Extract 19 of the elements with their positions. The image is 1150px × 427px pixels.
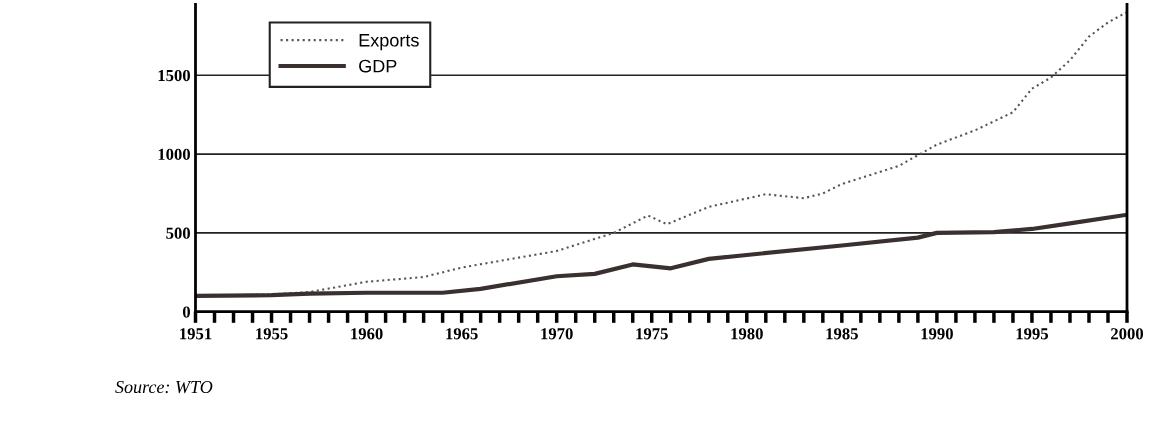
y-tick-label: 1500 — [158, 69, 190, 82]
legend-label: GDP — [359, 59, 397, 73]
x-tick-label: 1951 — [180, 328, 212, 340]
x-tick-label: 1975 — [636, 328, 668, 340]
x-tick-label: 1960 — [351, 328, 383, 340]
x-tick-label: 1980 — [731, 328, 763, 340]
x-tick-label: 1985 — [826, 328, 858, 340]
x-tick-label: 1970 — [541, 328, 573, 340]
x-tick-label: 1990 — [921, 328, 953, 340]
line-series — [195, 212, 1127, 299]
y-tick-label: 0 — [182, 306, 190, 318]
x-tick-label: 2000 — [1111, 328, 1144, 340]
legend-label: Exports — [359, 34, 419, 51]
source-note: Source: WTO — [115, 380, 213, 394]
x-tick-label: 1955 — [256, 328, 288, 340]
x-tick-label: 1965 — [446, 328, 478, 340]
x-tick-label: 1995 — [1016, 328, 1049, 340]
y-tick-label: 1000 — [158, 148, 190, 160]
y-tick-label: 500 — [166, 227, 190, 239]
